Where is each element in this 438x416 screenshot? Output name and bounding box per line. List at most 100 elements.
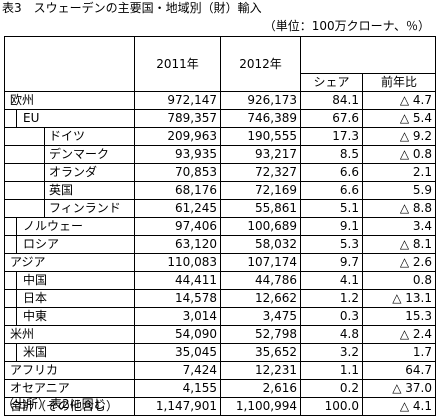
value-yoy: △ 2.6 [362, 253, 436, 272]
value-yoy: △ 8.1 [362, 235, 436, 254]
table-row: 中東 3,014 3,475 0.3 15.3 [4, 307, 436, 326]
header-share: シェア [300, 73, 363, 92]
row-label-cell: 英国 [4, 181, 135, 200]
value-yoy: △ 2.4 [362, 325, 436, 344]
value-2012: 58,032 [220, 235, 301, 254]
value-share: 5.3 [300, 235, 363, 254]
table-row: ロシア 63,120 58,032 5.3 △ 8.1 [4, 235, 436, 254]
row-label: 米州 [10, 327, 35, 341]
table-row: アジア 110,083 107,174 9.7 △ 2.6 [4, 253, 436, 272]
value-2012: 2,616 [220, 379, 301, 398]
table-row: デンマーク 93,935 93,217 8.5 △ 0.8 [4, 145, 436, 164]
row-label-cell: ドイツ [4, 127, 135, 146]
value-2012: 107,174 [220, 253, 301, 272]
row-label-cell: ノルウェー [4, 217, 135, 236]
table-row: 日本 14,578 12,662 1.2 △ 13.1 [4, 289, 436, 308]
table-row: アフリカ 7,424 12,231 1.1 64.7 [4, 361, 436, 380]
value-yoy: △ 5.4 [362, 109, 436, 128]
value-share: 4.8 [300, 325, 363, 344]
value-2011: 54,090 [134, 325, 221, 344]
value-2011: 63,120 [134, 235, 221, 254]
table-row: オセアニア 4,155 2,616 0.2 △ 37.0 [4, 379, 436, 398]
value-2011: 209,963 [134, 127, 221, 146]
value-share: 9.7 [300, 253, 363, 272]
value-share: 1.2 [300, 289, 363, 308]
row-label-cell: アフリカ [4, 361, 135, 380]
value-share: 9.1 [300, 217, 363, 236]
value-2011: 68,176 [134, 181, 221, 200]
value-yoy: △ 9.2 [362, 127, 436, 146]
value-yoy: 5.9 [362, 181, 436, 200]
table-row: フィンランド 61,245 55,861 5.1 △ 8.8 [4, 199, 436, 218]
table-title: 表3 スウェーデンの主要国・地域別（財）輸入 [2, 1, 262, 15]
value-2012: 190,555 [220, 127, 301, 146]
value-2011: 70,853 [134, 163, 221, 182]
row-label-cell: 日本 [4, 289, 135, 308]
value-yoy: 0.8 [362, 271, 436, 290]
value-yoy: 64.7 [362, 361, 436, 380]
value-2012: 746,389 [220, 109, 301, 128]
value-2012: 55,861 [220, 199, 301, 218]
value-2012: 1,100,994 [220, 397, 301, 416]
row-label-cell: 中東 [4, 307, 135, 326]
value-share: 6.6 [300, 181, 363, 200]
row-label: 米国 [16, 344, 131, 361]
value-yoy: △ 0.8 [362, 145, 436, 164]
value-2012: 100,689 [220, 217, 301, 236]
header-2011: 2011年 [134, 36, 221, 92]
value-2012: 72,327 [220, 163, 301, 182]
value-2011: 972,147 [134, 91, 221, 110]
value-2011: 93,935 [134, 145, 221, 164]
row-label: オランダ [44, 164, 131, 181]
table-row: オランダ 70,853 72,327 6.6 2.1 [4, 163, 436, 182]
value-2011: 7,424 [134, 361, 221, 380]
value-yoy: 15.3 [362, 307, 436, 326]
value-2011: 1,147,901 [134, 397, 221, 416]
header-spacer [300, 36, 436, 74]
row-label-cell: オランダ [4, 163, 135, 182]
row-label-cell: フィンランド [4, 199, 135, 218]
row-label-cell: アジア [4, 253, 135, 272]
row-label-cell: デンマーク [4, 145, 135, 164]
header-blank-cell [4, 36, 135, 92]
value-2011: 14,578 [134, 289, 221, 308]
unit-note: （単位：100万クローナ、％） [263, 19, 430, 33]
value-2012: 44,786 [220, 271, 301, 290]
row-label: 英国 [44, 182, 131, 199]
value-2011: 44,411 [134, 271, 221, 290]
header-yoy: 前年比 [362, 73, 436, 92]
table-row: 合計（その他含む） 1,147,901 1,100,994 100.0 △ 4.1 [4, 397, 436, 416]
row-label: 中国 [16, 272, 131, 289]
table-row: ドイツ 209,963 190,555 17.3 △ 9.2 [4, 127, 436, 146]
table-row: 欧州 972,147 926,173 84.1 △ 4.7 [4, 91, 436, 110]
value-2012: 926,173 [220, 91, 301, 110]
value-yoy: △ 37.0 [362, 379, 436, 398]
value-yoy: △ 4.7 [362, 91, 436, 110]
value-2011: 35,045 [134, 343, 221, 362]
value-2011: 789,357 [134, 109, 221, 128]
value-yoy: 1.7 [362, 343, 436, 362]
value-2012: 12,231 [220, 361, 301, 380]
value-share: 1.1 [300, 361, 363, 380]
value-share: 100.0 [300, 397, 363, 416]
value-2012: 35,652 [220, 343, 301, 362]
value-2011: 4,155 [134, 379, 221, 398]
import-table: 2011年 2012年 シェア 前年比 欧州 972,147 926,173 84.1… [4, 36, 436, 416]
value-share: 5.1 [300, 199, 363, 218]
value-share: 0.2 [300, 379, 363, 398]
value-2012: 52,798 [220, 325, 301, 344]
value-share: 84.1 [300, 91, 363, 110]
row-label: 中東 [16, 308, 131, 325]
row-label: デンマーク [44, 146, 131, 163]
source-note: （出所）表2に同じ [2, 397, 106, 411]
value-2012: 93,217 [220, 145, 301, 164]
value-share: 6.6 [300, 163, 363, 182]
value-yoy: 2.1 [362, 163, 436, 182]
row-label: ノルウェー [16, 218, 131, 235]
row-label: フィンランド [44, 200, 131, 217]
value-share: 17.3 [300, 127, 363, 146]
table-row: 米州 54,090 52,798 4.8 △ 2.4 [4, 325, 436, 344]
row-label: 合計（その他含む） [10, 399, 119, 413]
row-label: ドイツ [44, 128, 131, 145]
value-2011: 3,014 [134, 307, 221, 326]
